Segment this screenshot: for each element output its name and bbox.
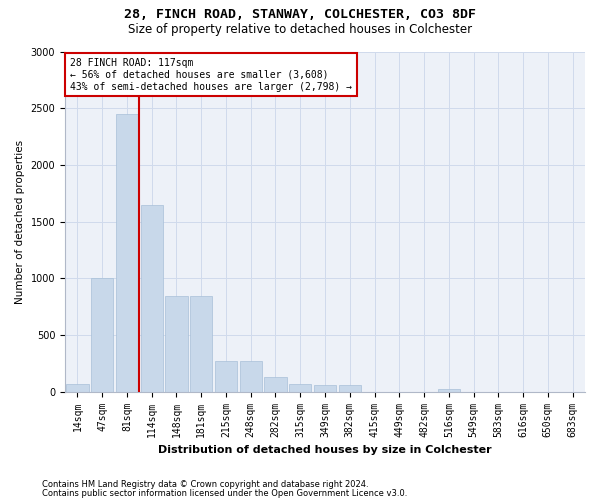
Bar — [66, 384, 89, 392]
Bar — [91, 278, 113, 392]
Y-axis label: Number of detached properties: Number of detached properties — [15, 140, 25, 304]
Bar — [190, 296, 212, 392]
Bar — [140, 204, 163, 392]
Bar — [215, 361, 237, 392]
Bar — [437, 388, 460, 392]
Bar — [116, 114, 138, 392]
Bar — [239, 361, 262, 392]
Text: 28 FINCH ROAD: 117sqm
← 56% of detached houses are smaller (3,608)
43% of semi-d: 28 FINCH ROAD: 117sqm ← 56% of detached … — [70, 58, 352, 92]
Text: 28, FINCH ROAD, STANWAY, COLCHESTER, CO3 8DF: 28, FINCH ROAD, STANWAY, COLCHESTER, CO3… — [124, 8, 476, 20]
Text: Contains public sector information licensed under the Open Government Licence v3: Contains public sector information licen… — [42, 488, 407, 498]
Bar — [314, 385, 336, 392]
Bar — [289, 384, 311, 392]
Bar — [166, 296, 188, 392]
Text: Contains HM Land Registry data © Crown copyright and database right 2024.: Contains HM Land Registry data © Crown c… — [42, 480, 368, 489]
X-axis label: Distribution of detached houses by size in Colchester: Distribution of detached houses by size … — [158, 445, 492, 455]
Text: Size of property relative to detached houses in Colchester: Size of property relative to detached ho… — [128, 22, 472, 36]
Bar — [265, 377, 287, 392]
Bar — [338, 386, 361, 392]
